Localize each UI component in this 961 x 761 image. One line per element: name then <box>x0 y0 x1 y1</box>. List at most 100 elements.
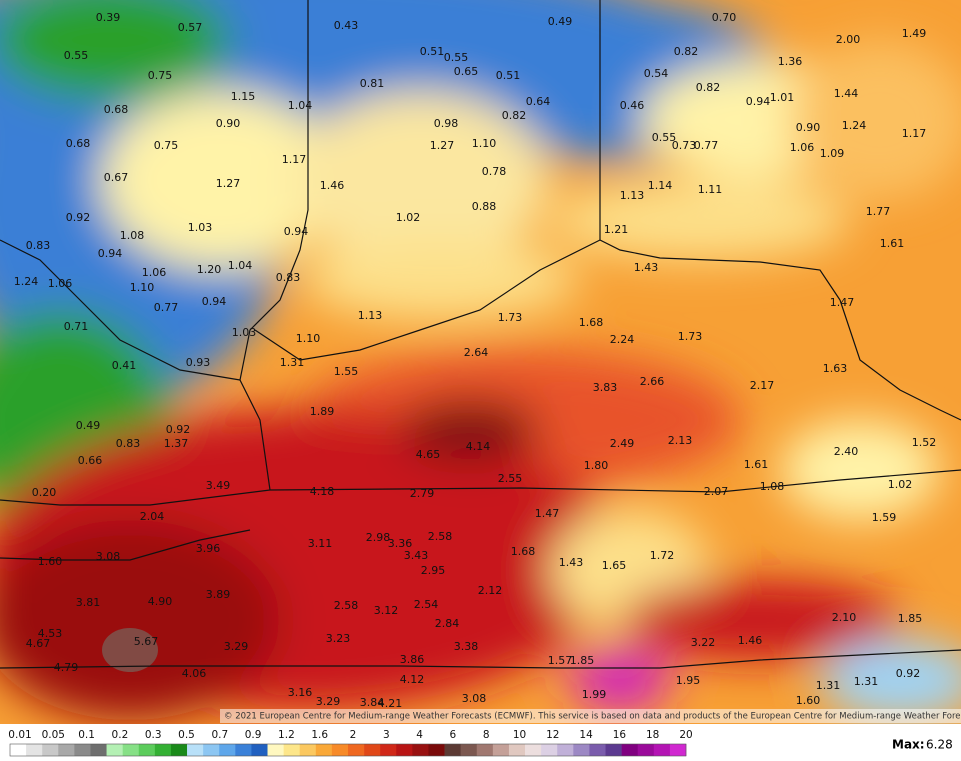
value-label: 0.20 <box>32 486 57 499</box>
legend-swatch <box>605 744 622 756</box>
value-label: 1.13 <box>620 189 645 202</box>
legend-tick: 0.1 <box>78 729 95 741</box>
value-label: 3.89 <box>206 588 231 601</box>
value-label: 1.61 <box>744 458 769 471</box>
value-label: 4.21 <box>378 697 403 710</box>
value-label: 1.89 <box>310 405 335 418</box>
value-label: 1.60 <box>38 555 63 568</box>
value-label: 0.88 <box>472 200 497 213</box>
legend-swatch <box>106 744 123 756</box>
legend-tick: 16 <box>613 729 627 741</box>
value-label: 1.68 <box>511 545 536 558</box>
value-label: 1.31 <box>816 679 841 692</box>
value-label: 5.67 <box>134 635 159 648</box>
value-label: 1.85 <box>570 654 595 667</box>
value-label: 1.27 <box>216 177 241 190</box>
legend-swatch <box>283 744 301 756</box>
value-label: 2.24 <box>610 333 635 346</box>
value-label: 0.82 <box>502 109 527 122</box>
value-label: 1.60 <box>796 694 821 707</box>
legend-tick: 8 <box>483 729 490 741</box>
value-label: 2.58 <box>428 530 453 543</box>
value-label: 4.79 <box>54 661 79 674</box>
legend-swatch <box>653 744 671 756</box>
value-label: 3.08 <box>462 692 487 705</box>
value-label: 0.82 <box>674 45 699 58</box>
value-label: 1.08 <box>120 229 145 242</box>
value-label: 1.21 <box>604 223 629 236</box>
value-label: 1.14 <box>648 179 673 192</box>
value-label: 1.85 <box>898 612 923 625</box>
value-label: 3.86 <box>400 653 425 666</box>
value-label: 3.12 <box>374 604 399 617</box>
value-label: 3.16 <box>288 686 313 699</box>
value-label: 0.43 <box>334 19 359 32</box>
value-label: 2.54 <box>414 598 439 611</box>
value-label: 0.67 <box>104 171 129 184</box>
value-label: 3.83 <box>593 381 618 394</box>
value-label: 1.95 <box>676 674 701 687</box>
value-label: 0.94 <box>746 95 771 108</box>
value-label: 2.00 <box>836 33 861 46</box>
value-label: 3.84 <box>360 696 385 709</box>
value-label: 0.92 <box>896 667 921 680</box>
value-label: 0.71 <box>64 320 89 333</box>
value-label: 0.77 <box>154 301 179 314</box>
value-label: 1.02 <box>396 211 421 224</box>
value-label: 1.10 <box>130 281 155 294</box>
credit-bg <box>220 709 961 723</box>
value-label: 1.37 <box>164 437 189 450</box>
value-label: 1.31 <box>854 675 879 688</box>
value-label: 1.06 <box>790 141 815 154</box>
legend-swatch <box>235 744 252 756</box>
legend-swatch <box>557 744 574 756</box>
legend-tick: 18 <box>646 729 659 741</box>
value-label: 1.15 <box>231 90 256 103</box>
legend-tick: 3 <box>383 729 390 741</box>
legend-swatch <box>348 744 365 756</box>
value-label: 0.57 <box>178 21 203 34</box>
value-label: 1.31 <box>280 356 305 369</box>
legend-swatch <box>444 744 461 756</box>
legend-tick: 12 <box>546 729 559 741</box>
value-label: 1.02 <box>888 478 913 491</box>
legend-swatch <box>154 744 172 756</box>
legend-swatch <box>460 744 478 756</box>
value-label: 2.95 <box>421 564 446 577</box>
value-label: 3.29 <box>224 640 249 653</box>
value-label: 2.55 <box>498 472 523 485</box>
legend-tick: 0.01 <box>8 729 31 741</box>
value-label: 0.75 <box>154 139 179 152</box>
value-label: 2.98 <box>366 531 391 544</box>
legend-swatch <box>187 744 204 756</box>
value-label: 1.43 <box>559 556 584 569</box>
value-label: 1.09 <box>820 147 845 160</box>
value-label: 1.13 <box>358 309 383 322</box>
value-label: 0.83 <box>116 437 141 450</box>
value-label: 1.10 <box>472 137 497 150</box>
value-label: 4.90 <box>148 595 173 608</box>
legend-swatch <box>541 744 558 756</box>
value-label: 1.44 <box>834 87 859 100</box>
value-label: 0.82 <box>696 81 721 94</box>
value-label: 1.03 <box>232 326 257 339</box>
value-label: 1.11 <box>698 183 723 196</box>
value-label: 0.92 <box>166 423 191 436</box>
value-label: 1.20 <box>197 263 222 276</box>
value-label: 0.77 <box>694 139 719 152</box>
legend-swatch <box>26 744 43 756</box>
value-label: 2.07 <box>704 485 729 498</box>
value-label: 4.65 <box>416 448 441 461</box>
value-label: 4.06 <box>182 667 207 680</box>
legend-swatch <box>621 744 639 756</box>
value-label: 2.79 <box>410 487 435 500</box>
value-label: 4.67 <box>26 637 51 650</box>
value-label: 4.18 <box>310 485 335 498</box>
value-label: 2.10 <box>832 611 857 624</box>
legend-swatch <box>669 744 687 756</box>
value-label: 2.64 <box>464 346 489 359</box>
value-label: 4.14 <box>466 440 491 453</box>
value-label: 0.93 <box>186 356 211 369</box>
legend-swatch <box>396 744 413 756</box>
